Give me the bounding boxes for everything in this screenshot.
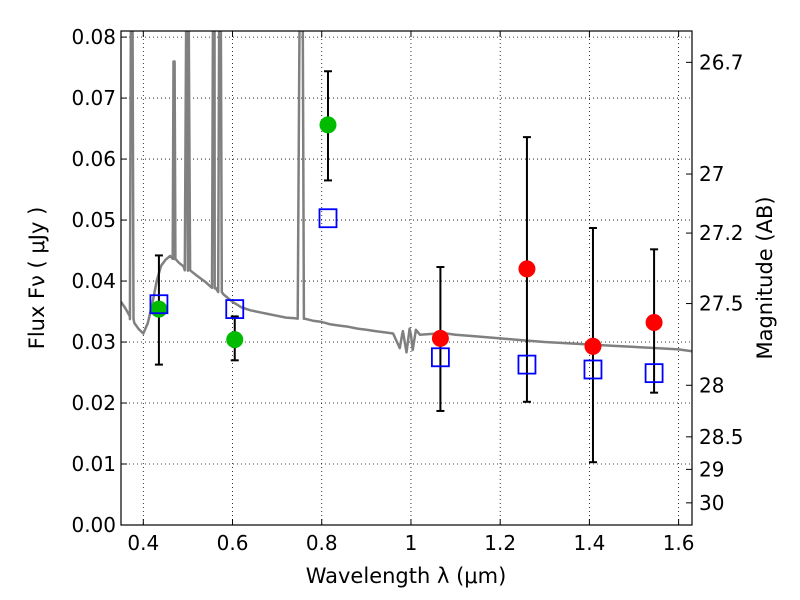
y2-tick-label: 26.7 xyxy=(699,50,744,74)
y2-tick-label: 27 xyxy=(699,162,724,186)
model-spectrum xyxy=(121,31,692,354)
error-bars xyxy=(154,70,659,464)
model-point-square xyxy=(225,299,245,320)
y2-tick-label: 30 xyxy=(699,491,724,515)
model-point-square xyxy=(431,347,450,368)
y-tick-label: 0.07 xyxy=(71,86,116,110)
plot-frame xyxy=(120,30,693,526)
y-tick-label: 0.01 xyxy=(71,452,116,476)
data-point-circle xyxy=(150,300,168,318)
model-point-square xyxy=(318,208,338,229)
data-point-circle xyxy=(319,116,337,134)
model-point-square xyxy=(644,363,664,384)
y2-tick-label: 29 xyxy=(699,457,724,481)
data-point-circle xyxy=(226,331,244,349)
x-tick-label: 1 xyxy=(405,531,418,555)
y2-tick-label: 28 xyxy=(699,373,724,397)
y2-tick-label: 27.2 xyxy=(699,221,744,245)
y2-tick-label: 27.5 xyxy=(699,292,744,316)
model-point-square xyxy=(583,359,603,380)
grid xyxy=(121,31,692,526)
x-tick-label: 1.6 xyxy=(663,531,695,555)
axis-ticks: 0.4 0.6 0.8 1 1.2 1.4 1.6 0.00 0.01 0.02 0.03 0.04 0… xyxy=(71,25,743,555)
x-axis-title: Wavelength λ (μm) xyxy=(306,564,507,588)
data-point-circle xyxy=(584,337,602,355)
y-tick-label: 0.08 xyxy=(71,25,116,49)
x-tick-label: 0.8 xyxy=(306,531,338,555)
y-tick-label: 0.05 xyxy=(71,208,116,232)
model-point-square xyxy=(149,294,169,315)
data-markers xyxy=(149,116,664,384)
y-tick-label: 0.06 xyxy=(71,147,116,171)
y-axis-title: Flux Fν ( μJy ) xyxy=(25,207,49,350)
data-point-circle xyxy=(645,314,663,332)
y2-axis-title: Magnitude (AB) xyxy=(753,196,777,359)
y-tick-label: 0.02 xyxy=(71,391,116,415)
model-point-square xyxy=(517,354,537,375)
y-tick-label: 0.04 xyxy=(71,269,116,293)
x-tick-label: 1.4 xyxy=(573,531,605,555)
x-tick-label: 0.6 xyxy=(217,531,249,555)
y2-tick-label: 28.5 xyxy=(699,425,744,449)
y-tick-label: 0.00 xyxy=(71,513,116,537)
spectrum-line xyxy=(121,31,692,354)
x-tick-label: 0.4 xyxy=(127,531,159,555)
y-tick-label: 0.03 xyxy=(71,330,116,354)
data-point-circle xyxy=(431,329,449,347)
data-point-circle xyxy=(518,260,536,278)
x-tick-label: 1.2 xyxy=(484,531,516,555)
